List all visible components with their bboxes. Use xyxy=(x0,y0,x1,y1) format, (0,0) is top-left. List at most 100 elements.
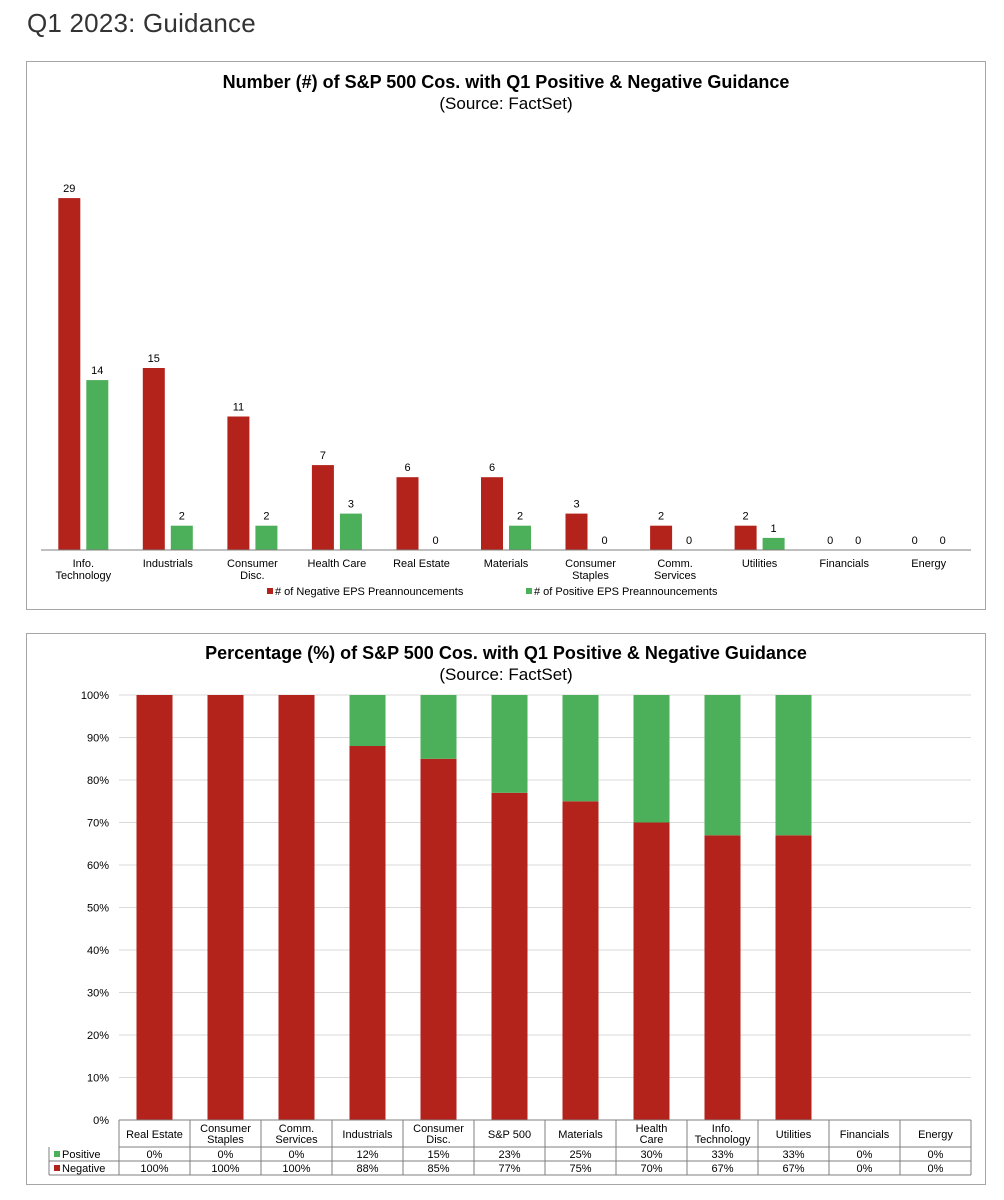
bar-negative xyxy=(136,695,173,1120)
legend-label: # of Positive EPS Preannouncements xyxy=(534,586,718,598)
table-value-negative: 100% xyxy=(282,1163,310,1175)
category-label: Staples xyxy=(207,1134,244,1146)
data-label: 7 xyxy=(320,450,326,462)
bar-positive xyxy=(509,525,531,550)
table-value-positive: 33% xyxy=(782,1149,804,1161)
table-value-negative: 67% xyxy=(782,1163,804,1175)
category-label: Info. xyxy=(712,1123,733,1135)
table-value-negative: 100% xyxy=(211,1163,239,1175)
table-value-negative: 67% xyxy=(711,1163,733,1175)
data-label: 15 xyxy=(148,353,160,365)
bar-negative xyxy=(396,477,419,550)
percentage-chart: Percentage (%) of S&P 500 Cos. with Q1 P… xyxy=(48,643,972,1176)
table-value-negative: 0% xyxy=(928,1163,944,1175)
data-label: 3 xyxy=(573,499,579,511)
category-label: Real Estate xyxy=(393,558,450,570)
percentage-chart-title: Percentage (%) of S&P 500 Cos. with Q1 P… xyxy=(205,643,807,663)
y-tick-label: 60% xyxy=(87,860,109,872)
category-label: Comm. xyxy=(657,558,692,570)
bar-negative xyxy=(775,835,812,1121)
data-label: 2 xyxy=(517,511,523,523)
table-value-negative: 77% xyxy=(498,1163,520,1175)
category-label: Consumer xyxy=(200,1123,251,1135)
y-tick-label: 40% xyxy=(87,945,109,957)
y-tick-label: 20% xyxy=(87,1030,109,1042)
category-label: Health xyxy=(636,1123,668,1135)
table-value-negative: 70% xyxy=(640,1163,662,1175)
y-tick-label: 100% xyxy=(81,690,109,702)
bar-positive xyxy=(255,525,278,550)
category-label: S&P 500 xyxy=(488,1129,531,1141)
bar-negative xyxy=(633,822,670,1120)
legend-label: Negative xyxy=(62,1163,105,1175)
table-value-positive: 12% xyxy=(356,1149,378,1161)
bar-positive xyxy=(775,695,812,836)
bar-positive xyxy=(491,695,528,793)
bar-positive xyxy=(633,695,670,823)
data-label: 2 xyxy=(263,511,269,523)
table-value-negative: 100% xyxy=(140,1163,168,1175)
category-label: Technology xyxy=(55,570,111,582)
category-label: Industrials xyxy=(143,558,194,570)
table-value-positive: 0% xyxy=(147,1149,163,1161)
category-label: Consumer xyxy=(565,558,616,570)
bar-positive xyxy=(762,537,785,550)
category-label: Utilities xyxy=(742,558,778,570)
bar-negative xyxy=(565,513,588,550)
category-label: Technology xyxy=(695,1134,751,1146)
data-label: 2 xyxy=(743,511,749,523)
table-value-negative: 0% xyxy=(857,1163,873,1175)
data-label: 1 xyxy=(771,523,777,535)
count-chart-title: Number (#) of S&P 500 Cos. with Q1 Posit… xyxy=(223,72,790,92)
category-label: Care xyxy=(640,1134,664,1146)
bar-positive xyxy=(562,695,599,802)
bar-negative xyxy=(704,835,741,1121)
count-chart-subtitle: (Source: FactSet) xyxy=(439,94,572,113)
table-value-positive: 33% xyxy=(711,1149,733,1161)
category-label: Consumer xyxy=(227,558,278,570)
table-value-negative: 85% xyxy=(427,1163,449,1175)
table-value-negative: 75% xyxy=(569,1163,591,1175)
table-value-positive: 15% xyxy=(427,1149,449,1161)
y-tick-label: 90% xyxy=(87,733,109,745)
percentage-chart-subtitle: (Source: FactSet) xyxy=(439,665,572,684)
table-value-positive: 0% xyxy=(289,1149,305,1161)
bar-positive xyxy=(170,525,193,550)
table-value-positive: 25% xyxy=(569,1149,591,1161)
bar-negative xyxy=(349,746,386,1120)
bar-negative xyxy=(142,368,165,550)
y-tick-label: 30% xyxy=(87,988,109,1000)
y-tick-label: 10% xyxy=(87,1073,109,1085)
bar-negative xyxy=(278,695,315,1120)
data-label: 0 xyxy=(912,535,918,547)
data-label: 3 xyxy=(348,499,354,511)
category-label: Industrials xyxy=(342,1129,393,1141)
count-chart-panel: Number (#) of S&P 500 Cos. with Q1 Posit… xyxy=(26,61,986,610)
data-label: 11 xyxy=(233,402,244,414)
bar-positive xyxy=(86,380,109,550)
category-label: Materials xyxy=(484,558,529,570)
data-label: 14 xyxy=(91,365,103,377)
data-label: 0 xyxy=(432,535,438,547)
category-label: Energy xyxy=(918,1129,953,1141)
legend-swatch-negative xyxy=(54,1165,60,1171)
data-label: 29 xyxy=(63,183,75,195)
y-tick-label: 50% xyxy=(87,903,109,915)
legend-swatch-negative xyxy=(267,588,273,594)
bar-negative xyxy=(227,416,250,550)
category-label: Health Care xyxy=(308,558,367,570)
bar-positive xyxy=(704,695,741,836)
category-label: Real Estate xyxy=(126,1129,183,1141)
bar-negative xyxy=(207,695,244,1120)
table-value-positive: 0% xyxy=(928,1149,944,1161)
bar-positive xyxy=(339,513,362,550)
category-label: Financials xyxy=(840,1129,890,1141)
data-label: 0 xyxy=(601,535,607,547)
data-label: 6 xyxy=(404,462,410,474)
bar-positive xyxy=(420,695,457,759)
data-label: 0 xyxy=(940,535,946,547)
bar-negative xyxy=(58,198,81,550)
y-tick-label: 70% xyxy=(87,818,109,830)
data-label: 2 xyxy=(658,511,664,523)
legend-label: Positive xyxy=(62,1149,101,1161)
